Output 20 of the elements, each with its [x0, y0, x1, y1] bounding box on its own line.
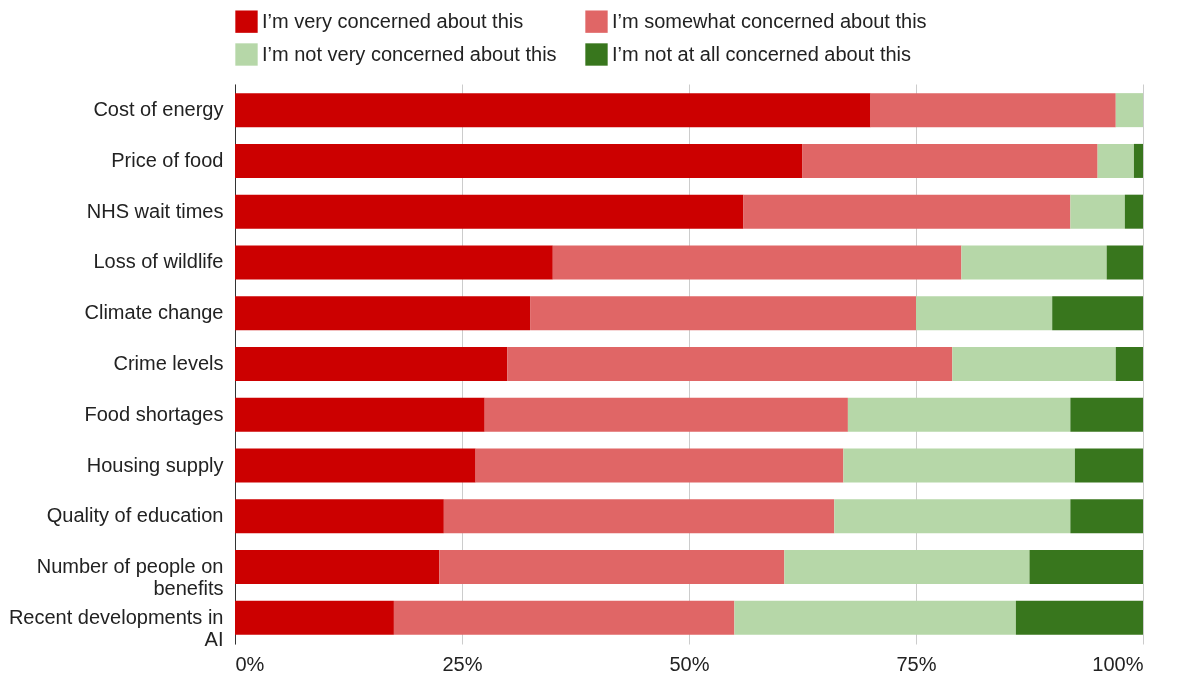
x-tick-label: 50%	[669, 652, 710, 675]
y-tick-label: Loss of wildlife	[93, 250, 224, 273]
x-tick-label: 75%	[896, 652, 937, 675]
x-tick-label: 25%	[442, 652, 483, 675]
legend-label: I’m very concerned about this	[262, 9, 524, 32]
y-tick-label: Recent developments in AI	[8, 605, 224, 650]
legend-label: I’m not at all concerned about this	[612, 42, 912, 65]
x-tick-label: 100%	[1092, 652, 1144, 675]
y-tick-label: Cost of energy	[93, 98, 224, 121]
x-tick-label: 0%	[235, 652, 265, 675]
legend-label: I’m not very concerned about this	[262, 42, 557, 65]
y-tick-label: Housing supply	[86, 453, 224, 476]
y-tick-label: Price of food	[111, 148, 224, 171]
y-tick-label: Crime levels	[113, 352, 224, 374]
y-tick-label: Food shortages	[84, 402, 224, 425]
y-tick-label: NHS wait times	[86, 199, 224, 222]
legend-label: I’m somewhat concerned about this	[612, 9, 927, 32]
y-tick-label: Number of people on benefits	[36, 555, 224, 600]
y-tick-label: Climate change	[84, 301, 224, 324]
y-tick-label: Quality of education	[46, 504, 224, 527]
